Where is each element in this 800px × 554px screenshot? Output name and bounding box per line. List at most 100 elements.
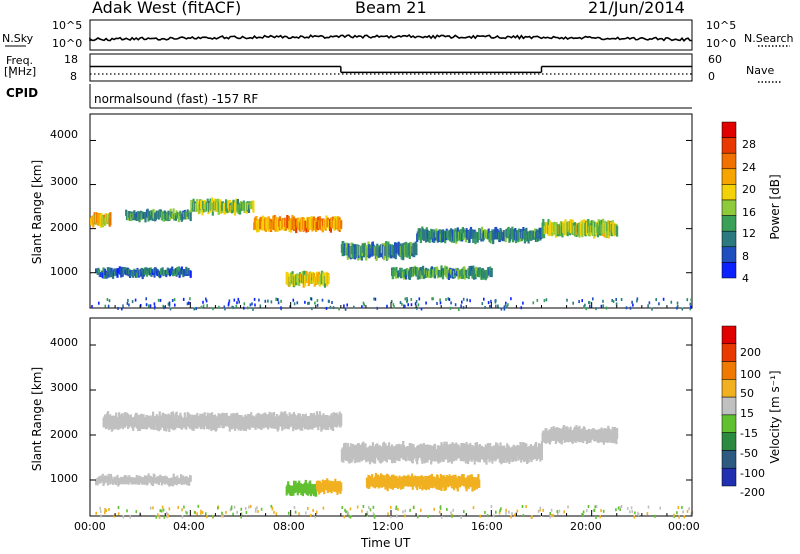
power-colorbar-swatch xyxy=(721,230,737,248)
power-colorbar-swatch xyxy=(721,184,737,201)
velocity-colorbar-swatch xyxy=(721,467,737,487)
vel-y-tick-3000: 3000 xyxy=(50,381,78,394)
velocity-colorbar-swatch xyxy=(721,379,737,398)
power-ground-speckle xyxy=(292,298,295,302)
power-ground-speckle xyxy=(106,298,109,301)
velocity-ground-speckle xyxy=(505,511,507,515)
velocity-ground-speckle xyxy=(341,506,344,509)
velocity-ground-speckle xyxy=(200,511,202,515)
power-ground-speckle xyxy=(145,303,148,307)
velocity-ground-speckle xyxy=(413,506,415,510)
velocity-ground-speckle xyxy=(373,515,376,519)
velocity-ground-speckle xyxy=(305,511,307,515)
velocity-ground-speckle xyxy=(108,508,110,511)
velocity-ground-speckle xyxy=(162,508,165,512)
velocity-ground-speckle xyxy=(472,506,475,510)
power-echo xyxy=(174,268,177,274)
power-ground-speckle xyxy=(332,306,335,310)
power-ground-speckle xyxy=(325,306,328,310)
power-echo xyxy=(616,225,619,237)
velocity-ground-speckle xyxy=(99,506,101,510)
power-echo xyxy=(98,269,101,274)
power-ground-speckle xyxy=(460,304,462,308)
power-ground-speckle xyxy=(447,297,450,301)
power-ground-speckle xyxy=(612,300,615,303)
velocity-echo xyxy=(137,417,140,431)
power-ground-speckle xyxy=(280,306,282,310)
power-ground-speckle xyxy=(249,303,252,307)
velocity-ground-speckle xyxy=(549,515,552,519)
velocity-ground-speckle xyxy=(271,506,273,510)
velocity-ground-speckle xyxy=(654,514,656,518)
velocity-ground-speckle xyxy=(556,510,559,513)
velocity-ground-speckle xyxy=(499,509,501,513)
freq-tick-top: 18 xyxy=(64,53,78,66)
power-echo xyxy=(144,213,147,223)
power-ground-speckle xyxy=(159,298,162,302)
power-cb-tick-8: 8 xyxy=(742,250,749,263)
power-ground-speckle xyxy=(243,306,245,310)
velocity-echo xyxy=(189,475,192,482)
velocity-ground-speckle xyxy=(368,506,370,509)
power-echo xyxy=(444,265,447,276)
power-ground-speckle xyxy=(406,297,408,301)
power-ground-speckle xyxy=(376,306,379,310)
power-ground-speckle xyxy=(258,298,260,302)
velocity-echo xyxy=(478,479,481,488)
velocity-echo xyxy=(116,474,119,481)
velocity-echo xyxy=(125,475,128,481)
power-ground-speckle xyxy=(566,298,568,302)
velocity-ground-speckle xyxy=(550,514,553,517)
velocity-ground-speckle xyxy=(161,505,164,509)
power-ground-speckle xyxy=(149,304,152,308)
power-echo xyxy=(115,268,118,273)
velocity-echo xyxy=(136,475,139,482)
noise-left-tick-top: 10^5 xyxy=(52,19,83,32)
velocity-ground-speckle xyxy=(525,505,527,508)
velocity-ground-speckle xyxy=(593,509,596,512)
power-ground-speckle xyxy=(174,303,176,307)
velocity-ground-speckle xyxy=(594,505,596,509)
velocity-ground-speckle xyxy=(105,509,107,513)
x-tick-0400: 04:00 xyxy=(173,520,205,533)
velocity-ground-speckle xyxy=(688,507,690,511)
power-ground-speckle xyxy=(227,303,230,307)
power-ground-speckle xyxy=(469,299,471,303)
power-ground-speckle xyxy=(168,301,171,305)
velocity-ground-speckle xyxy=(510,515,512,519)
velocity-ground-speckle xyxy=(149,506,152,510)
power-ground-speckle xyxy=(235,304,238,308)
velocity-ground-speckle xyxy=(254,507,257,511)
power-ground-speckle xyxy=(505,301,507,305)
power-echo xyxy=(146,270,149,277)
power-echo xyxy=(537,232,540,242)
date-label: 21/Jun/2014 xyxy=(588,0,685,17)
power-ground-speckle xyxy=(436,302,438,305)
velocity-ground-speckle xyxy=(402,510,404,514)
velocity-ground-speckle xyxy=(505,508,507,512)
velocity-colorbar-swatch xyxy=(721,343,737,362)
power-ground-speckle xyxy=(280,299,282,303)
velocity-echo xyxy=(112,479,115,485)
power-echo xyxy=(110,267,113,274)
velocity-echo xyxy=(540,441,543,460)
velocity-ground-speckle xyxy=(508,510,510,514)
velocity-ground-speckle xyxy=(492,514,495,518)
velocity-ground-speckle xyxy=(634,511,636,515)
velocity-ground-speckle xyxy=(117,506,120,509)
power-ground-speckle xyxy=(267,299,269,303)
velocity-ground-speckle xyxy=(361,509,363,513)
noise-panel-frame xyxy=(89,19,693,51)
velocity-echo xyxy=(340,482,343,491)
power-ground-speckle xyxy=(195,307,197,311)
velocity-echo xyxy=(151,478,155,486)
power-ground-speckle xyxy=(605,306,608,310)
noise-search-label: N.Search xyxy=(744,32,794,45)
power-ground-speckle xyxy=(689,307,692,311)
power-ground-speckle xyxy=(321,298,324,302)
power-echo xyxy=(149,214,152,221)
velocity-ground-speckle xyxy=(362,505,365,508)
power-ground-speckle xyxy=(490,299,492,303)
velocity-ground-speckle xyxy=(152,506,154,510)
